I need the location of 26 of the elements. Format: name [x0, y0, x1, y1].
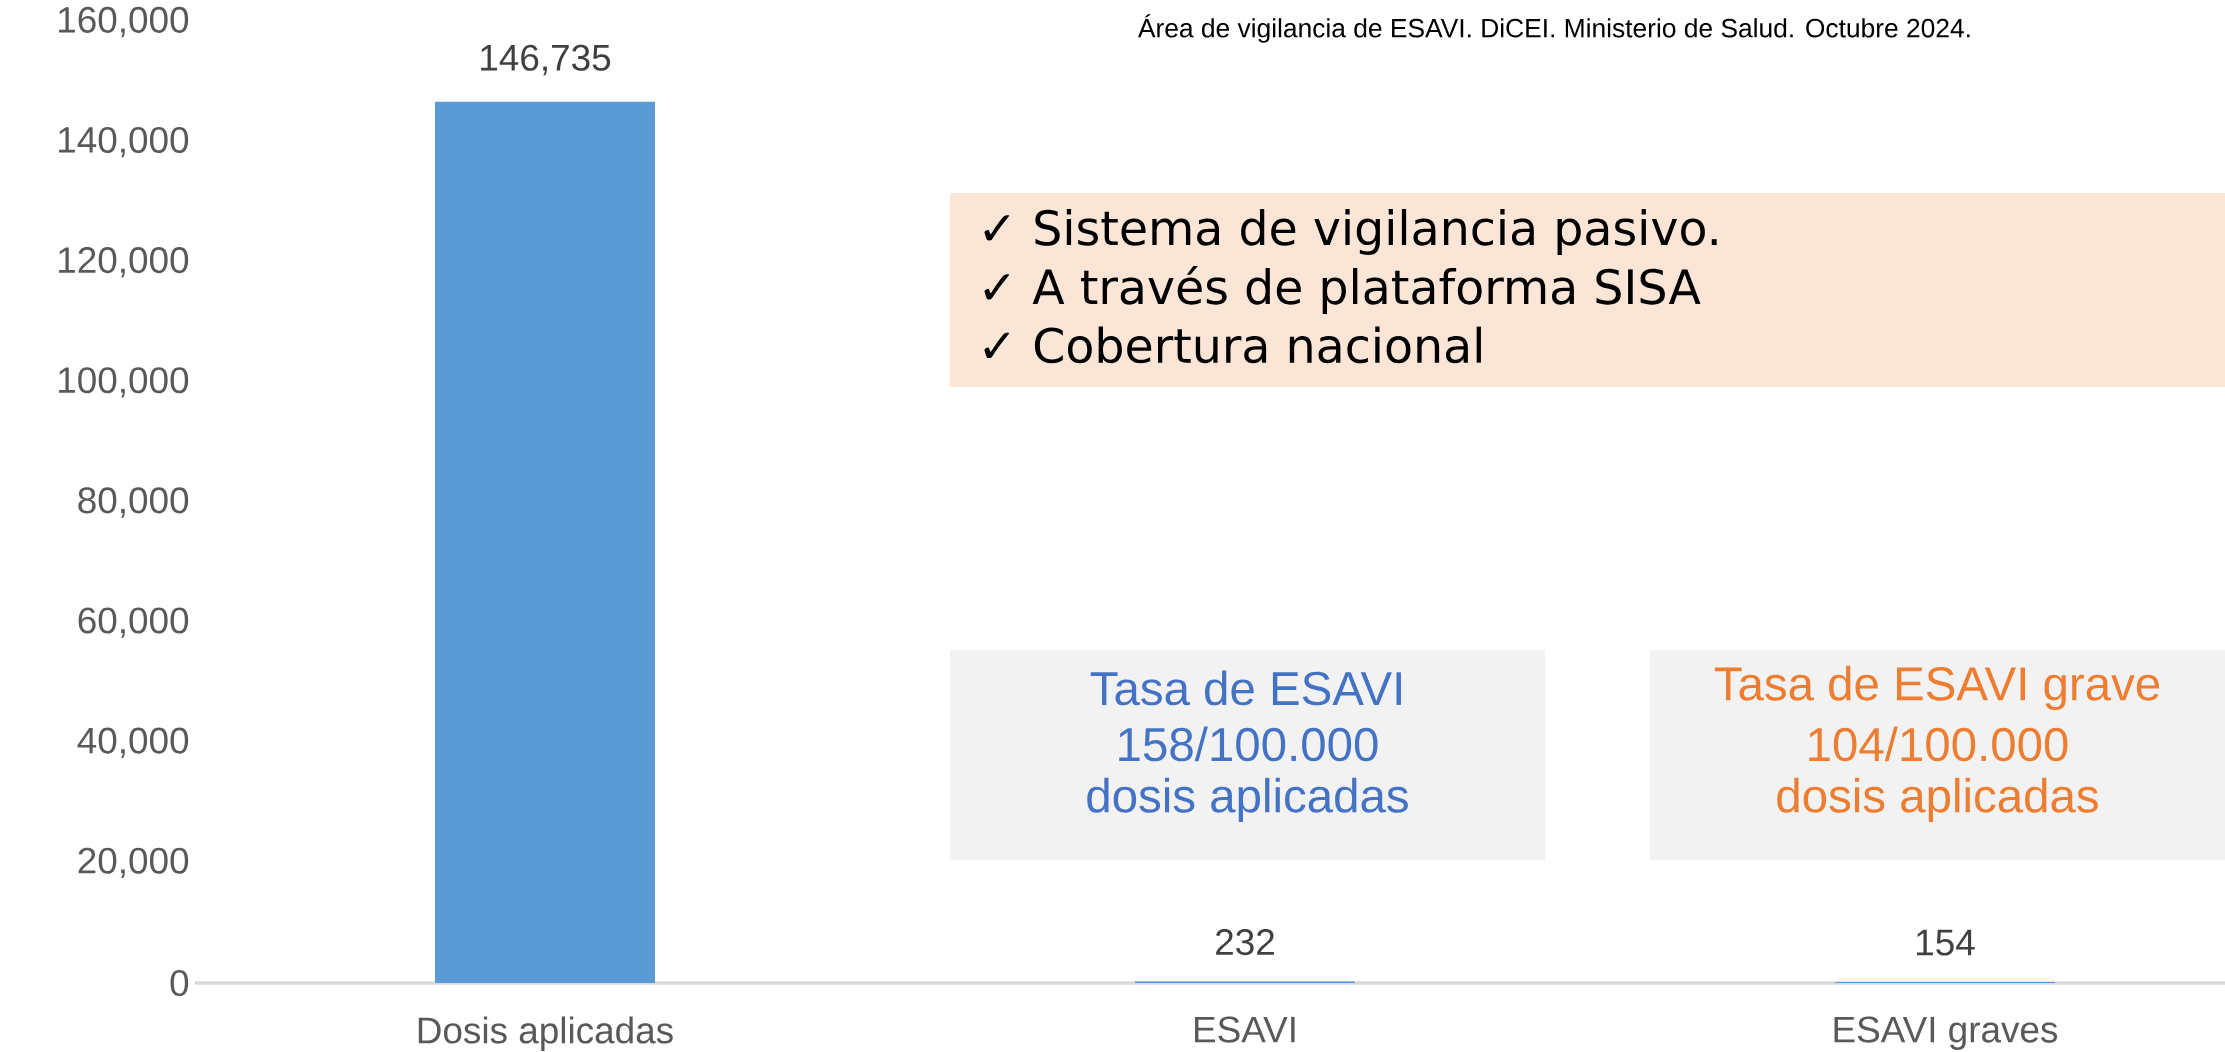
data-label: 232: [1216, 929, 1274, 956]
annotation: Área de vigilancia de ESAVI. DiCEI. Ministerio de Salud. Octubre 2024.: [1137, 14, 1970, 43]
annotation: Tasa de ESAVI grave: [1714, 665, 2160, 711]
annotation: ✓ A través de plataforma SISA: [984, 266, 1701, 314]
annotation: 158/100.000: [1119, 726, 1378, 762]
data-label: 154: [1917, 929, 1975, 956]
annotation: dosis aplicadas: [1777, 777, 2098, 823]
x-tick-label: ESAVI: [1195, 1016, 1295, 1043]
data-label: 146,735: [481, 44, 611, 76]
y-tick-label: 120,000: [59, 247, 189, 278]
y-tick-label: 0: [170, 969, 189, 997]
y-tick-label: 160,000: [59, 6, 189, 38]
y-tick-label: 60,000: [78, 607, 189, 638]
annotation: Tasa de ESAVI: [1090, 670, 1401, 706]
y-tick-label: 40,000: [77, 727, 189, 758]
x-tick-label: ESAVI graves: [1834, 1016, 2058, 1050]
annotation: ✓ Sistema de vigilancia pasivo.: [984, 209, 1717, 255]
annotation: 104/100.000: [1809, 726, 2068, 762]
bar: [435, 101, 656, 983]
annotation: ✓ Cobertura nacional: [984, 326, 1481, 364]
y-tick-label: 140,000: [59, 126, 189, 158]
y-tick-label: 20,000: [78, 847, 189, 879]
y-tick-label: 80,000: [78, 487, 189, 518]
x-tick-label: Dosis aplicadas: [418, 1016, 673, 1051]
annotation: dosis aplicadas: [1087, 777, 1408, 823]
y-tick-label: 100,000: [59, 367, 189, 398]
